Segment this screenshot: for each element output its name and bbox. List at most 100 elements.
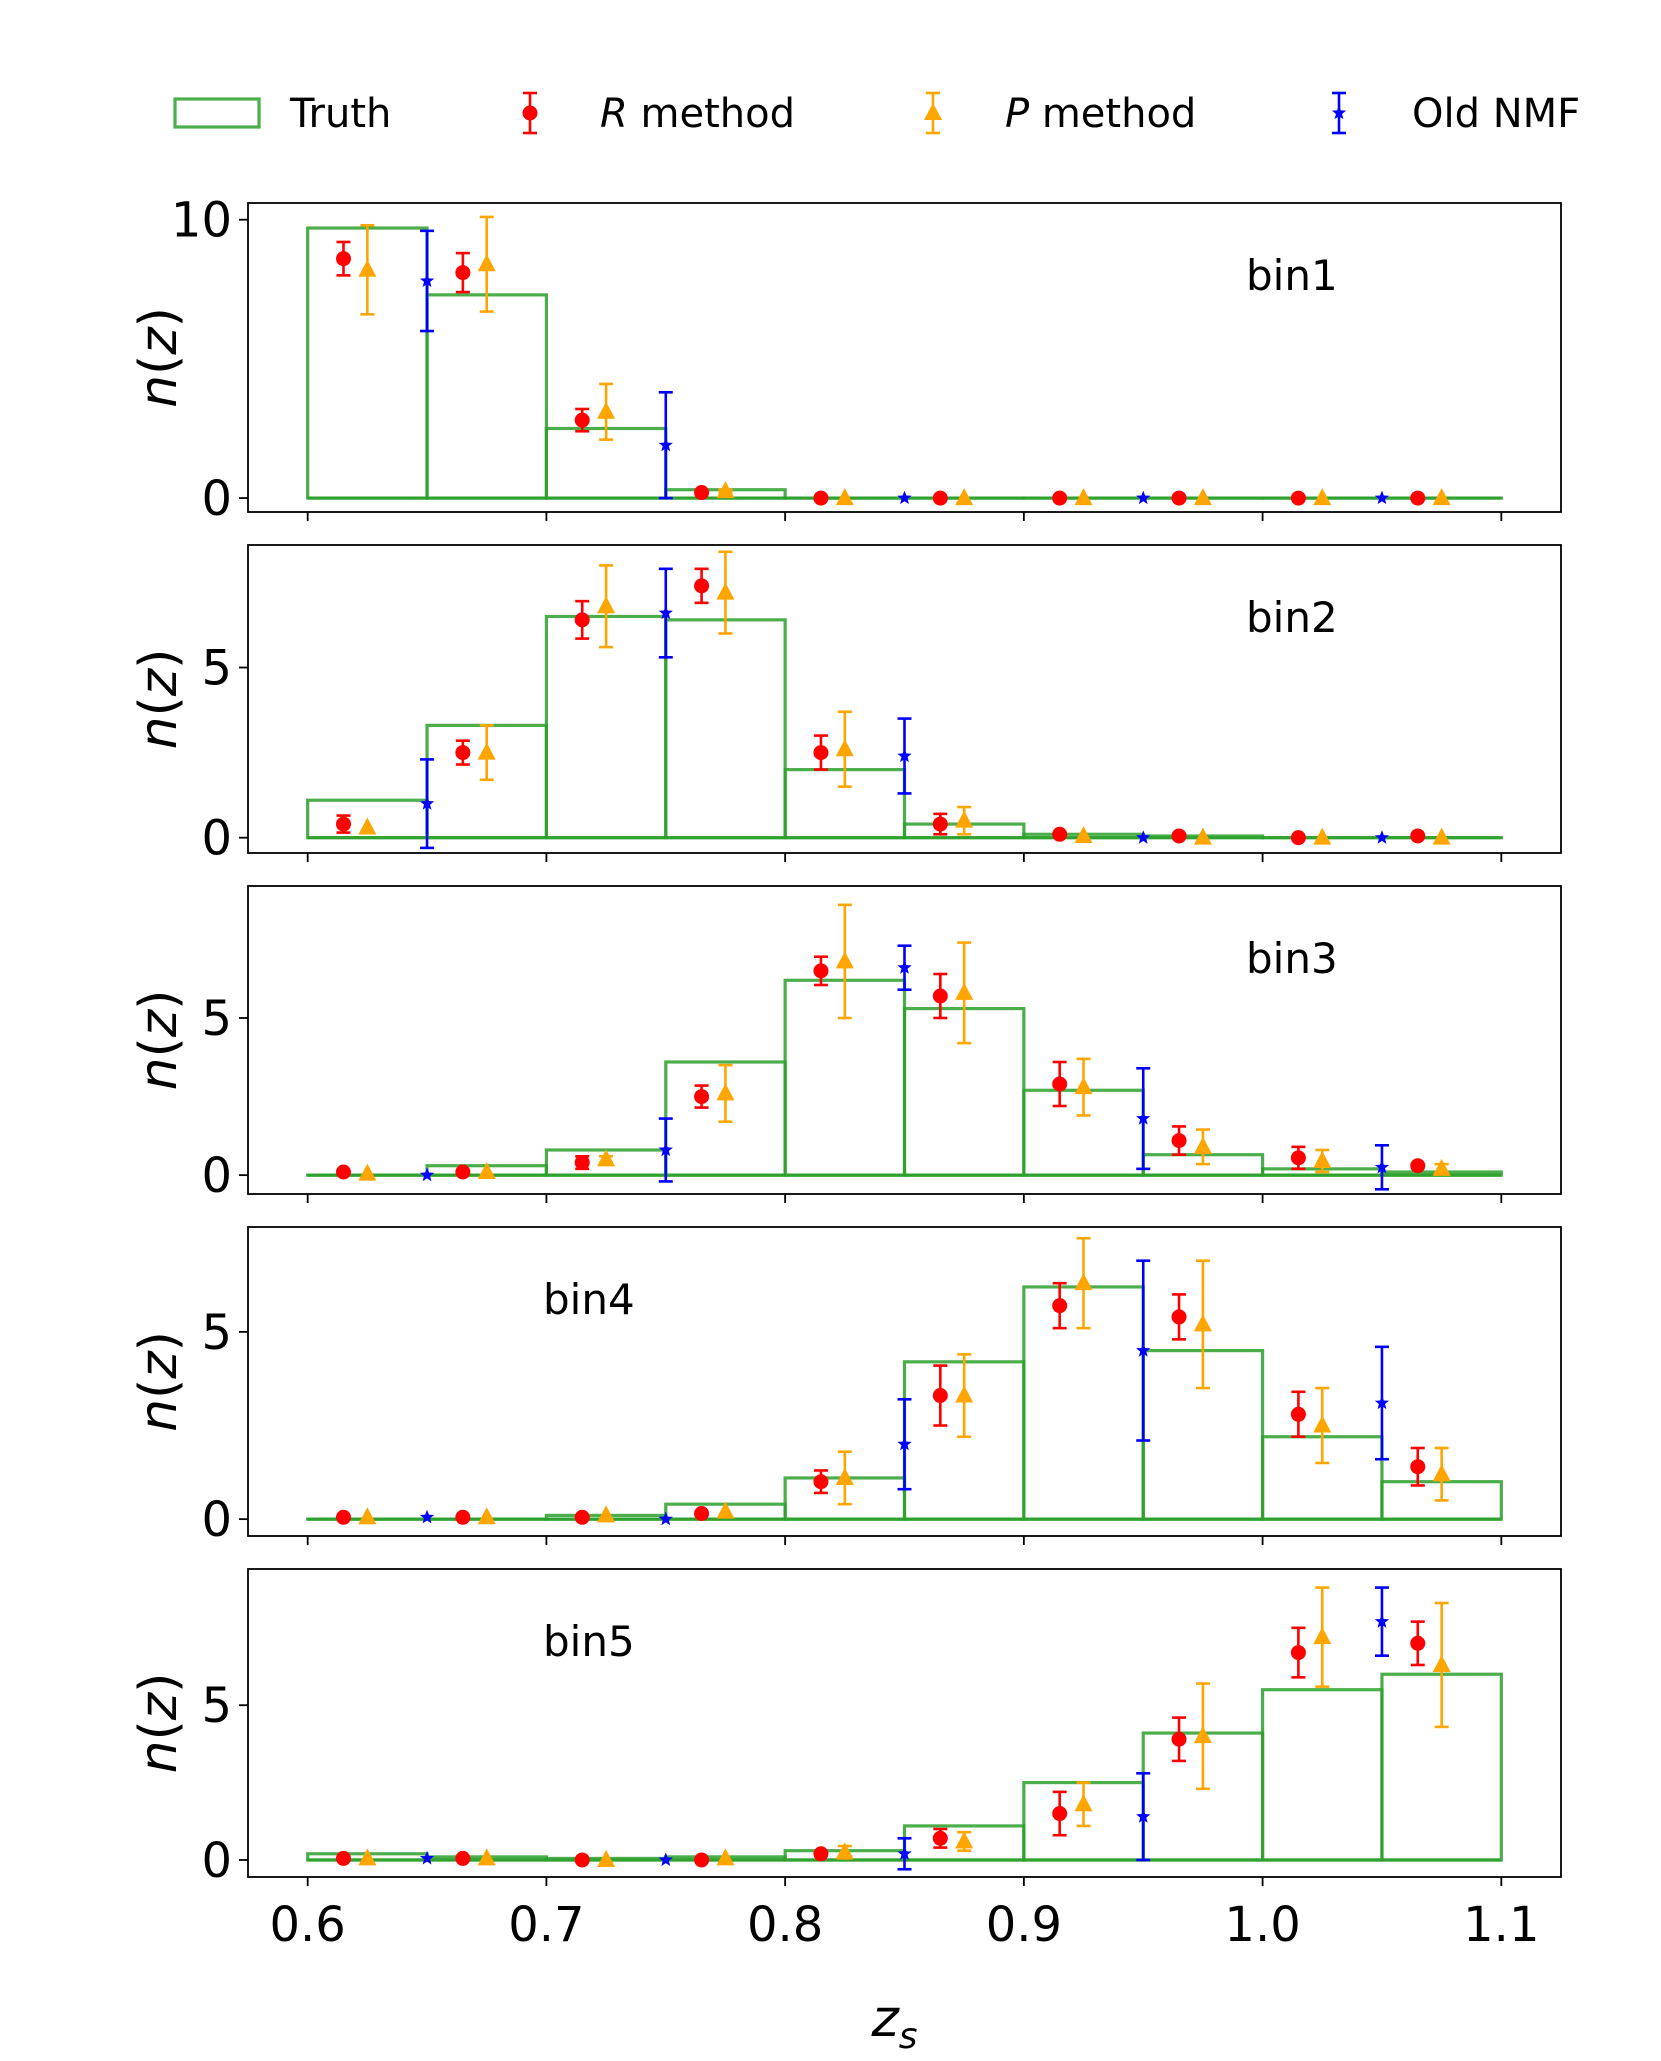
p-method-point (358, 1848, 377, 1866)
p-method-point (477, 1507, 496, 1525)
r-method-point (455, 745, 471, 761)
p-method-point (716, 1848, 735, 1866)
r-method-point (335, 816, 351, 832)
r-method-point (1052, 490, 1068, 506)
legend: Truth R method P method Old NMF (173, 91, 1580, 137)
p-method-point (716, 582, 735, 600)
y-tick-label: 0 (201, 1148, 232, 1204)
r-method-point (932, 490, 948, 506)
r-method-point (1290, 830, 1306, 846)
legend-entry-p: P method (924, 91, 1196, 137)
panel-label: bin2 (1246, 593, 1338, 642)
panel-bin1: 0 10 n(z) bin1 (129, 193, 1562, 527)
p-method-point (358, 817, 377, 835)
r-method-point (932, 1388, 948, 1404)
p-method-point (358, 1507, 377, 1525)
p-method-point (1193, 488, 1212, 506)
r-method-point (694, 1089, 710, 1105)
r-method-point (455, 265, 471, 281)
p-method-point (477, 254, 496, 272)
old-nmf-point (897, 748, 912, 763)
old-nmf-point (1374, 1614, 1390, 1628)
p-method-point (1313, 1415, 1332, 1433)
old-nmf-point (1136, 1343, 1151, 1357)
p-method-point (955, 982, 974, 1000)
panel-frame (247, 544, 1562, 854)
p-method-point (1074, 1077, 1093, 1095)
panel-frame (247, 1568, 1562, 1878)
old-nmf-point (658, 1511, 673, 1526)
panel-plot-area (306, 215, 1503, 506)
r-method-point (932, 1830, 948, 1846)
r-method-point (574, 1155, 590, 1171)
panel-label: bin5 (543, 1617, 635, 1666)
legend-marker (924, 103, 942, 120)
y-tick-label: 5 (201, 991, 232, 1047)
p-method-point (597, 596, 616, 614)
y-axis-label: n(z) (129, 1673, 189, 1774)
p-method-point (597, 1849, 616, 1867)
y-tick-label: 0 (201, 811, 232, 867)
p-method-point (597, 1505, 616, 1523)
y-axis-label: n(z) (129, 307, 189, 408)
old-nmf-point (419, 796, 435, 810)
y-tick-label: 5 (201, 1305, 232, 1361)
old-nmf-point (658, 1852, 673, 1867)
p-method-point (835, 951, 854, 969)
panel-plot-area (306, 1586, 1503, 1871)
r-method-point (694, 578, 710, 594)
panel-label: bin4 (543, 1275, 635, 1324)
old-nmf-point (419, 1509, 435, 1524)
r-method-point (1410, 1635, 1426, 1651)
y-tick-label: 0 (201, 1833, 232, 1889)
panel-bin4: 0 5n(z) bin4 (129, 1226, 1562, 1548)
panel-label: bin3 (1246, 934, 1338, 983)
old-nmf-point (419, 1167, 435, 1182)
r-method-point (813, 1474, 829, 1490)
r-method-point (694, 485, 710, 501)
legend-label: R method (600, 91, 795, 137)
panels: 010n(z)bin105n(z)bin205n(z)bin305n(z)bin… (129, 193, 1562, 1889)
r-method-point (1052, 826, 1068, 842)
r-method-point (335, 1509, 351, 1525)
p-method-point (835, 488, 854, 506)
r-method-point (1171, 490, 1187, 506)
p-method-point (1193, 1314, 1212, 1332)
x-axis-label: zs (870, 1989, 917, 2057)
old-nmf-point (897, 1846, 912, 1860)
legend-entry-old: Old NMF (1331, 91, 1580, 137)
old-nmf-point (897, 490, 912, 505)
r-method-point (1290, 1150, 1306, 1166)
y-axis-label: n(z) (129, 990, 189, 1091)
r-method-point (1290, 1645, 1306, 1661)
old-nmf-point (1374, 830, 1390, 844)
r-method-point (574, 412, 590, 428)
p-method-point (1313, 827, 1332, 845)
panel-frame (247, 202, 1562, 513)
panel-plot-area (306, 1236, 1503, 1526)
r-method-point (1171, 1309, 1187, 1325)
panel-bin2: 0 5n(z) bin2 (129, 544, 1562, 867)
r-method-point (1410, 828, 1426, 844)
p-method-point (477, 1162, 496, 1179)
p-method-point (477, 1848, 496, 1866)
r-method-point (1171, 1133, 1187, 1149)
r-method-point (574, 612, 590, 628)
old-nmf-point (897, 1436, 912, 1451)
r-method-point (1171, 1731, 1187, 1747)
old-nmf-point (658, 1142, 673, 1157)
truth-bar (1260, 1688, 1384, 1862)
legend-entry-truth: Truth (173, 91, 391, 137)
p-method-point (1074, 1273, 1093, 1291)
truth-bar (544, 614, 668, 840)
legend-entry-r: R method (522, 91, 795, 137)
truth-bar (425, 293, 549, 500)
old-nmf-point (897, 960, 912, 974)
p-method-point (1074, 488, 1093, 506)
r-method-point (1052, 1076, 1068, 1092)
r-method-point (932, 988, 948, 1004)
p-method-point (955, 488, 974, 506)
legend-label: P method (1005, 91, 1196, 137)
y-tick-label: 5 (201, 641, 232, 697)
